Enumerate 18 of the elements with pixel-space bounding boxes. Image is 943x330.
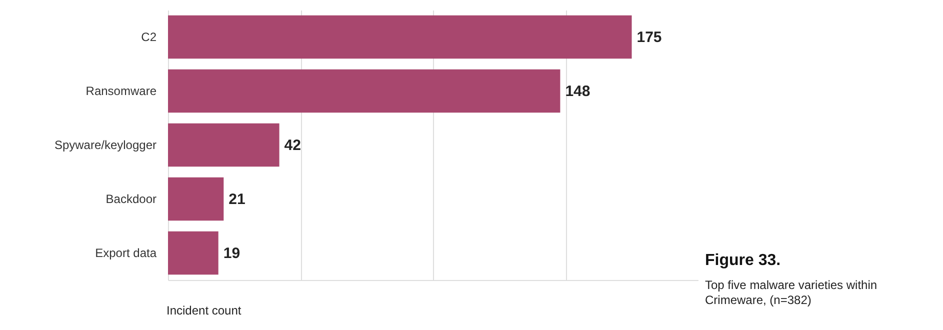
y-tick-label: Ransomware [86, 84, 157, 98]
data-label: 148 [565, 83, 590, 100]
data-label: 175 [636, 29, 662, 46]
text: Figure 33. [705, 252, 781, 270]
y-tick-label: Spyware/keylogger [54, 138, 156, 152]
bar [168, 231, 218, 275]
bar [168, 69, 560, 113]
x-axis-title: Incident count [166, 304, 242, 318]
y-tick-label: Export data [95, 246, 157, 260]
bar [168, 15, 632, 59]
data-label: 19 [223, 245, 240, 262]
bar [168, 177, 224, 221]
data-label: 42 [284, 137, 301, 154]
text: Top five malware varieties within Crimeware, (n=382) [705, 278, 878, 308]
y-tick-label: C2 [141, 30, 157, 44]
data-label: 21 [228, 191, 246, 208]
bar [168, 123, 280, 167]
y-tick-label: Backdoor [106, 192, 156, 206]
